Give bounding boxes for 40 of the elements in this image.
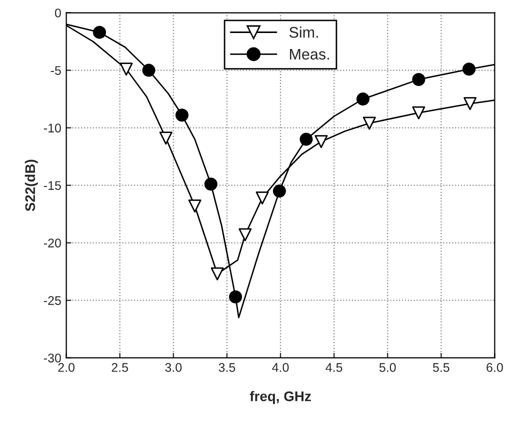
y-tick-label: -20 [44, 238, 61, 248]
point [159, 132, 172, 145]
point [175, 108, 188, 122]
x-tick-label: 4.5 [326, 363, 342, 372]
x-tick-label: 2.0 [58, 363, 74, 372]
y-tick-label: -5 [50, 66, 61, 75]
legend-label: Meas. [290, 48, 329, 60]
y-tick-label: 0 [54, 8, 61, 18]
point [464, 97, 477, 110]
point [142, 64, 156, 77]
x-tick-label: 3.0 [165, 363, 182, 372]
x-tick-label: 5.5 [432, 363, 450, 372]
point [238, 228, 252, 242]
point [120, 62, 133, 76]
point [362, 116, 376, 130]
point [272, 184, 286, 198]
point [92, 26, 106, 39]
y-tick-label: -30 [44, 354, 61, 362]
x-tick-label: 5.0 [379, 363, 396, 372]
x-axis-title: freq, GHz [250, 391, 311, 404]
point [210, 267, 224, 280]
point [356, 92, 370, 106]
legend-label: Sim. [289, 26, 318, 38]
point [314, 135, 328, 148]
y-axis-title: S22(dB) [24, 160, 38, 212]
point [204, 178, 218, 191]
point [412, 106, 426, 120]
y-tick-label: -15 [44, 181, 61, 190]
x-tick-label: 4.0 [272, 363, 289, 372]
y-tick-label: -25 [44, 296, 61, 305]
x-tick-label: 6.0 [486, 363, 503, 372]
point [188, 200, 202, 213]
y-tick-label: -10 [44, 124, 61, 132]
x-tick-label: 3.5 [218, 363, 236, 372]
point [462, 62, 476, 76]
point [229, 290, 242, 304]
x-tick-label: 2.5 [112, 363, 128, 372]
point [412, 72, 426, 86]
point [300, 132, 313, 146]
point [256, 191, 269, 204]
